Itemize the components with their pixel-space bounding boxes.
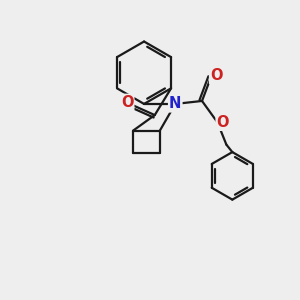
Text: O: O [121,95,133,110]
Text: O: O [217,115,229,130]
Text: N: N [169,96,182,111]
Text: O: O [210,68,223,83]
